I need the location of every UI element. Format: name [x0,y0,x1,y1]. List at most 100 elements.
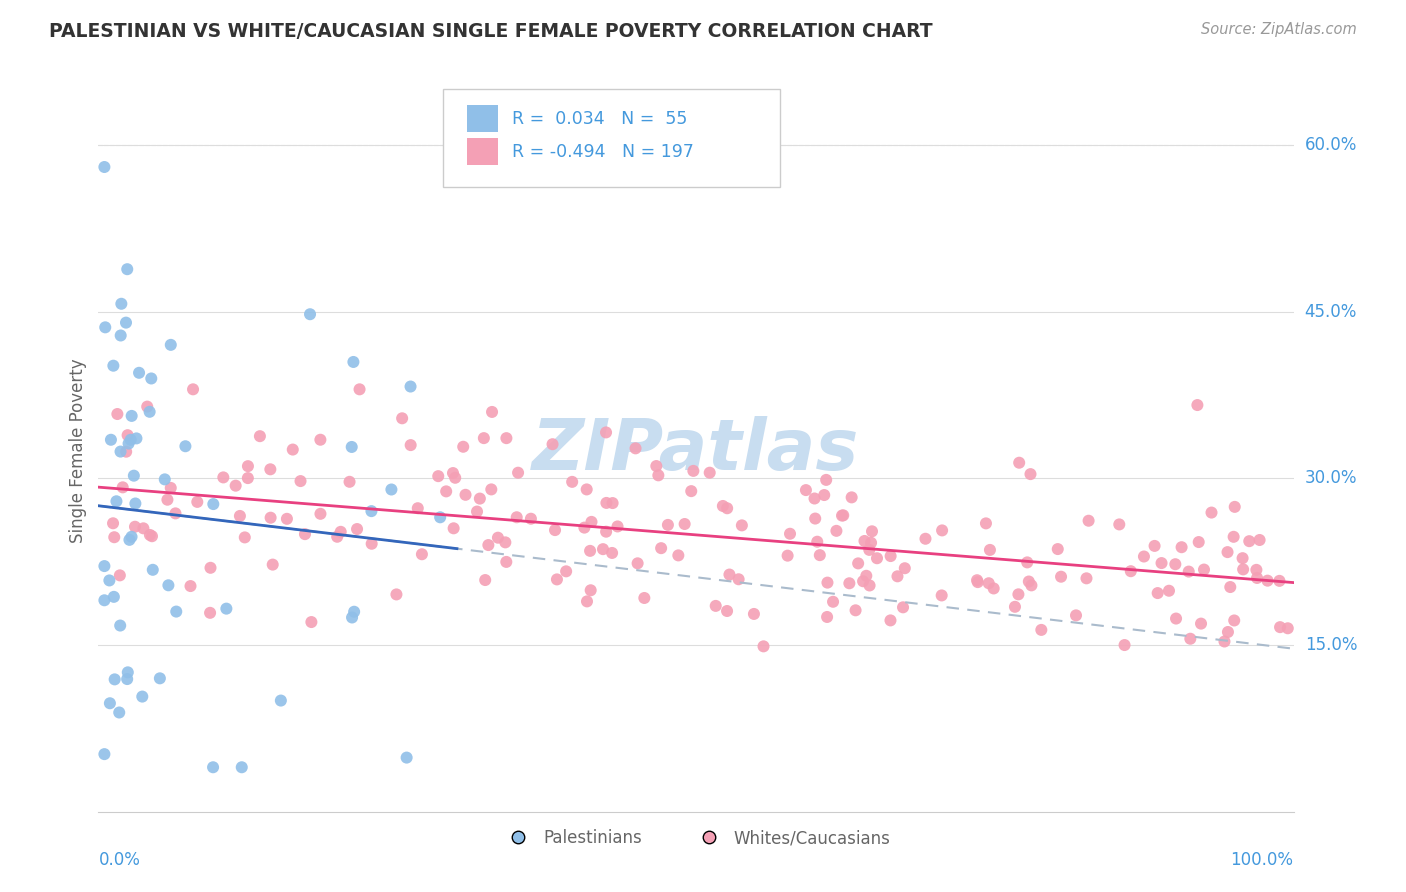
Point [806,534,828,549]
Point [853,533,876,548]
Point [931,524,953,538]
Point [624,442,647,456]
Point [666,549,689,563]
Point [1246,571,1268,585]
Point [914,532,936,546]
Point [139,528,162,542]
Point [838,576,860,591]
Point [157,578,180,592]
Point [309,507,332,521]
Point [544,523,567,537]
Point [561,475,583,489]
Point [574,520,596,534]
Point [813,488,835,502]
Point [115,444,138,458]
Point [451,440,474,454]
Point [399,438,422,452]
Point [342,355,364,369]
Point [555,565,578,579]
Point [711,499,734,513]
Point [506,466,529,480]
Point [138,405,160,419]
Point [131,690,153,704]
Point [1219,580,1241,594]
Point [124,520,146,534]
Point [817,575,839,590]
Point [1076,571,1098,585]
Point [673,516,696,531]
Point [136,400,159,414]
Point [647,468,669,483]
Point [159,338,181,352]
Point [339,475,361,489]
Point [852,574,875,589]
Point [1239,534,1261,549]
Point [443,521,465,535]
Point [1050,570,1073,584]
Point [236,459,259,474]
Point [121,530,143,544]
Point [231,760,253,774]
Point [682,464,704,478]
Point [841,491,863,505]
Point [110,444,132,458]
Text: PALESTINIAN VS WHITE/CAUCASIAN SINGLE FEMALE POVERTY CORRELATION CHART: PALESTINIAN VS WHITE/CAUCASIAN SINGLE FE… [49,22,932,41]
Point [1216,545,1239,559]
Point [1157,583,1180,598]
Point [1170,540,1192,554]
Point [752,640,775,654]
Point [825,524,848,538]
Point [718,567,741,582]
Text: 60.0%: 60.0% [1305,136,1357,153]
Point [429,510,451,524]
Point [1216,625,1239,640]
Point [803,491,825,506]
Point [93,160,115,174]
Point [1164,611,1187,625]
Point [1143,539,1166,553]
Point [103,530,125,544]
Point [103,359,125,373]
Point [1232,551,1254,566]
Point [974,516,997,531]
Point [794,483,817,497]
Point [879,549,901,563]
Point [174,439,197,453]
Point [346,522,368,536]
Point [821,595,844,609]
Point [259,462,281,476]
Point [520,512,543,526]
Point [977,576,1000,591]
Point [349,382,371,396]
Point [259,510,281,524]
Point [360,504,382,518]
Point [966,575,988,590]
Point [198,606,221,620]
Point [115,316,138,330]
Point [1017,555,1039,569]
Point [411,547,433,561]
Point [1114,638,1136,652]
Point [441,466,464,480]
Point [340,440,363,454]
Point [142,563,165,577]
Point [427,469,450,483]
Point [399,379,422,393]
Point [966,573,988,587]
Point [202,497,225,511]
Point [93,747,115,761]
Point [391,411,413,425]
Point [454,488,477,502]
Text: ZIPatlas: ZIPatlas [533,416,859,485]
Point [1119,564,1142,578]
Point [101,516,124,531]
Point [294,527,316,541]
Point [474,573,496,587]
Point [681,484,703,499]
Point [481,405,503,419]
Point [465,504,488,518]
Point [212,470,235,484]
Point [125,431,148,445]
Point [495,555,517,569]
Point [236,471,259,485]
